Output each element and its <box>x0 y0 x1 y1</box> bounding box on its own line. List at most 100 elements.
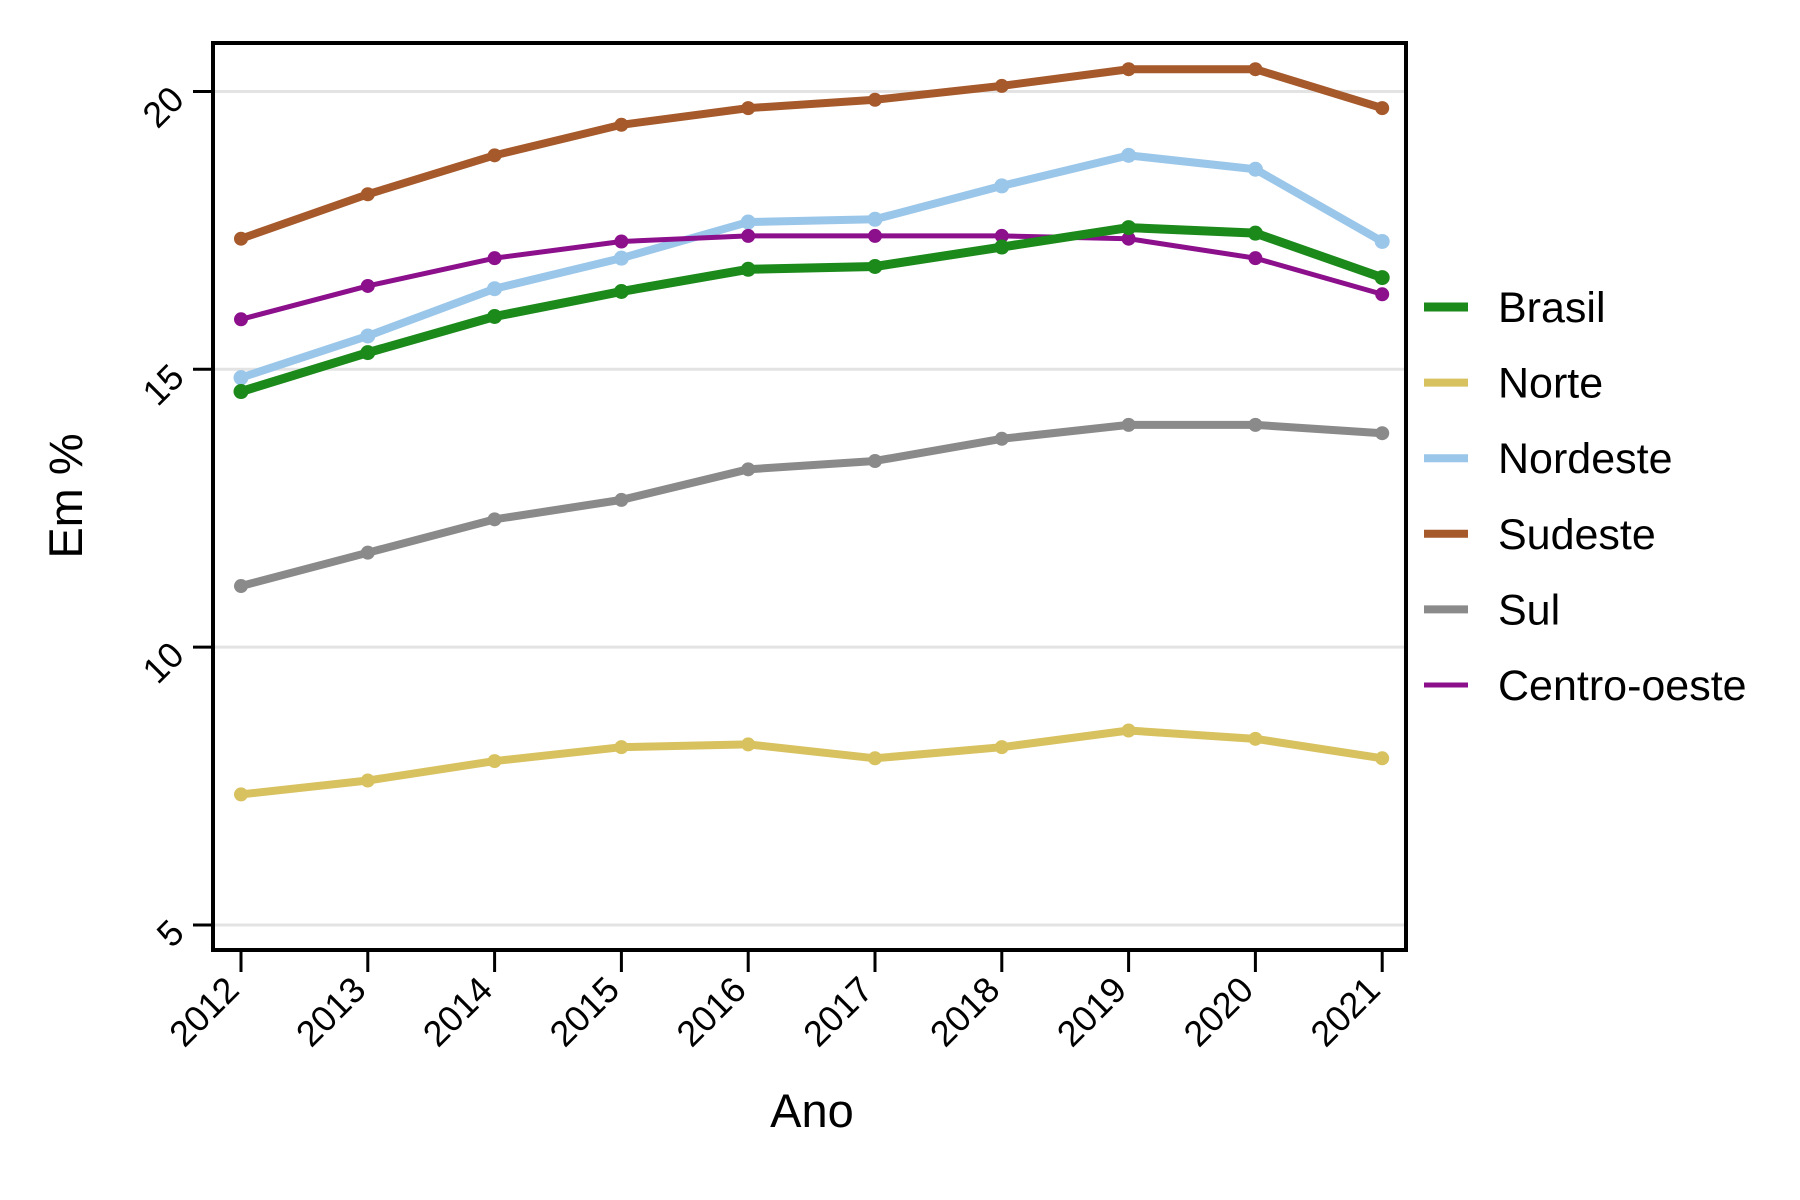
legend-item-centro-oeste: Centro-oeste <box>1424 662 1747 710</box>
data-point-sudeste <box>360 187 375 202</box>
y-tick-label: 20 <box>134 78 191 135</box>
data-point-norte <box>1121 723 1136 738</box>
x-tick-label: 2021 <box>1302 969 1388 1055</box>
data-point-brasil <box>994 239 1010 255</box>
legend-label-brasil: Brasil <box>1498 284 1606 332</box>
data-point-brasil <box>360 345 376 361</box>
legend-label-centro-oeste: Centro-oeste <box>1498 662 1747 710</box>
legend-label-nordeste: Nordeste <box>1498 435 1672 483</box>
legend-item-brasil: Brasil <box>1424 284 1606 332</box>
data-point-sudeste <box>1121 62 1136 77</box>
x-tick-label: 2014 <box>415 969 501 1055</box>
legend-item-sul: Sul <box>1424 586 1560 634</box>
series-sul <box>234 417 1390 594</box>
data-point-centro-oeste <box>741 228 756 243</box>
x-tick-label: 2018 <box>922 969 1008 1055</box>
data-point-norte <box>614 740 629 755</box>
data-point-sul <box>360 545 375 560</box>
data-point-nordeste <box>1374 233 1390 249</box>
series-line-centro-oeste <box>238 233 1385 322</box>
data-point-centro-oeste <box>360 278 375 293</box>
y-tick-label: 5 <box>149 912 192 955</box>
data-point-nordeste <box>740 214 756 230</box>
legend-label-sul: Sul <box>1498 586 1560 634</box>
series-line-norte <box>237 726 1387 799</box>
data-point-nordeste <box>867 211 883 227</box>
legend-item-sudeste: Sudeste <box>1424 511 1656 559</box>
legend-label-norte: Norte <box>1498 360 1603 408</box>
plot-frame <box>211 41 1408 952</box>
data-point-norte <box>360 773 375 788</box>
data-point-norte <box>868 751 882 766</box>
data-point-sul <box>1121 417 1136 432</box>
series-line-sudeste <box>237 65 1387 243</box>
y-axis-title: Em % <box>39 433 92 558</box>
x-tick-label: 2015 <box>541 969 627 1055</box>
data-point-norte <box>741 737 756 752</box>
data-point-nordeste <box>233 370 249 386</box>
data-point-sudeste <box>994 78 1009 93</box>
x-tick-label: 2020 <box>1175 969 1261 1055</box>
x-axis-title: Ano <box>770 1084 854 1137</box>
series-centro-oeste <box>234 228 1390 327</box>
data-point-centro-oeste <box>614 234 629 249</box>
x-tick-label: 2019 <box>1049 969 1135 1055</box>
data-point-nordeste <box>360 328 376 344</box>
x-tick-label: 2017 <box>795 969 881 1055</box>
data-point-nordeste <box>613 250 629 266</box>
data-point-sudeste <box>1248 62 1263 77</box>
data-point-brasil <box>867 258 883 274</box>
data-point-brasil <box>487 309 503 325</box>
data-point-brasil <box>740 261 756 277</box>
data-point-norte <box>1248 731 1263 746</box>
series-sudeste <box>234 62 1390 246</box>
x-tick-label: 2016 <box>668 969 754 1055</box>
data-point-brasil <box>1374 270 1390 286</box>
data-point-centro-oeste <box>1121 231 1136 246</box>
gridlines <box>213 89 1406 927</box>
y-axis-ticks <box>193 89 213 927</box>
data-point-centro-oeste <box>868 228 882 243</box>
x-tick-label: 2012 <box>161 969 247 1055</box>
data-point-sul <box>1248 417 1263 432</box>
data-point-sul <box>994 431 1009 446</box>
data-point-sudeste <box>614 117 629 132</box>
x-axis-ticks <box>239 950 1384 972</box>
y-tick-label: 10 <box>134 634 191 691</box>
data-point-sudeste <box>234 231 248 246</box>
data-point-norte <box>1375 751 1390 766</box>
data-point-sul <box>487 512 502 527</box>
data-point-sudeste <box>487 148 502 163</box>
data-point-sul <box>234 579 248 594</box>
y-tick-label: 15 <box>134 356 191 413</box>
data-point-brasil <box>613 284 629 300</box>
data-point-nordeste <box>487 281 503 297</box>
data-point-sul <box>741 462 756 477</box>
legend-item-nordeste: Nordeste <box>1424 435 1672 483</box>
data-point-sul <box>1375 426 1390 441</box>
data-point-nordeste <box>994 178 1010 194</box>
data-point-norte <box>994 740 1009 755</box>
data-point-centro-oeste <box>1248 251 1263 266</box>
data-point-centro-oeste <box>994 228 1009 243</box>
data-point-centro-oeste <box>487 251 502 266</box>
data-point-sudeste <box>1375 101 1390 116</box>
series-line-nordeste <box>237 151 1387 382</box>
data-point-brasil <box>233 384 249 400</box>
data-point-nordeste <box>1121 147 1137 163</box>
legend-item-norte: Norte <box>1424 360 1603 408</box>
data-point-centro-oeste <box>1375 287 1390 302</box>
data-point-centro-oeste <box>234 312 248 327</box>
x-tick-label: 2013 <box>288 969 374 1055</box>
series-line-brasil <box>236 223 1387 397</box>
series-nordeste <box>233 147 1390 386</box>
data-point-norte <box>487 754 502 769</box>
legend-label-sudeste: Sudeste <box>1498 511 1656 559</box>
data-point-nordeste <box>1247 161 1263 177</box>
legend: Brasil Norte Nordeste Sudeste Sul Centro-oest… <box>1424 284 1747 710</box>
data-point-sul <box>868 453 882 468</box>
series-lines <box>233 62 1390 802</box>
data-point-norte <box>234 787 248 802</box>
